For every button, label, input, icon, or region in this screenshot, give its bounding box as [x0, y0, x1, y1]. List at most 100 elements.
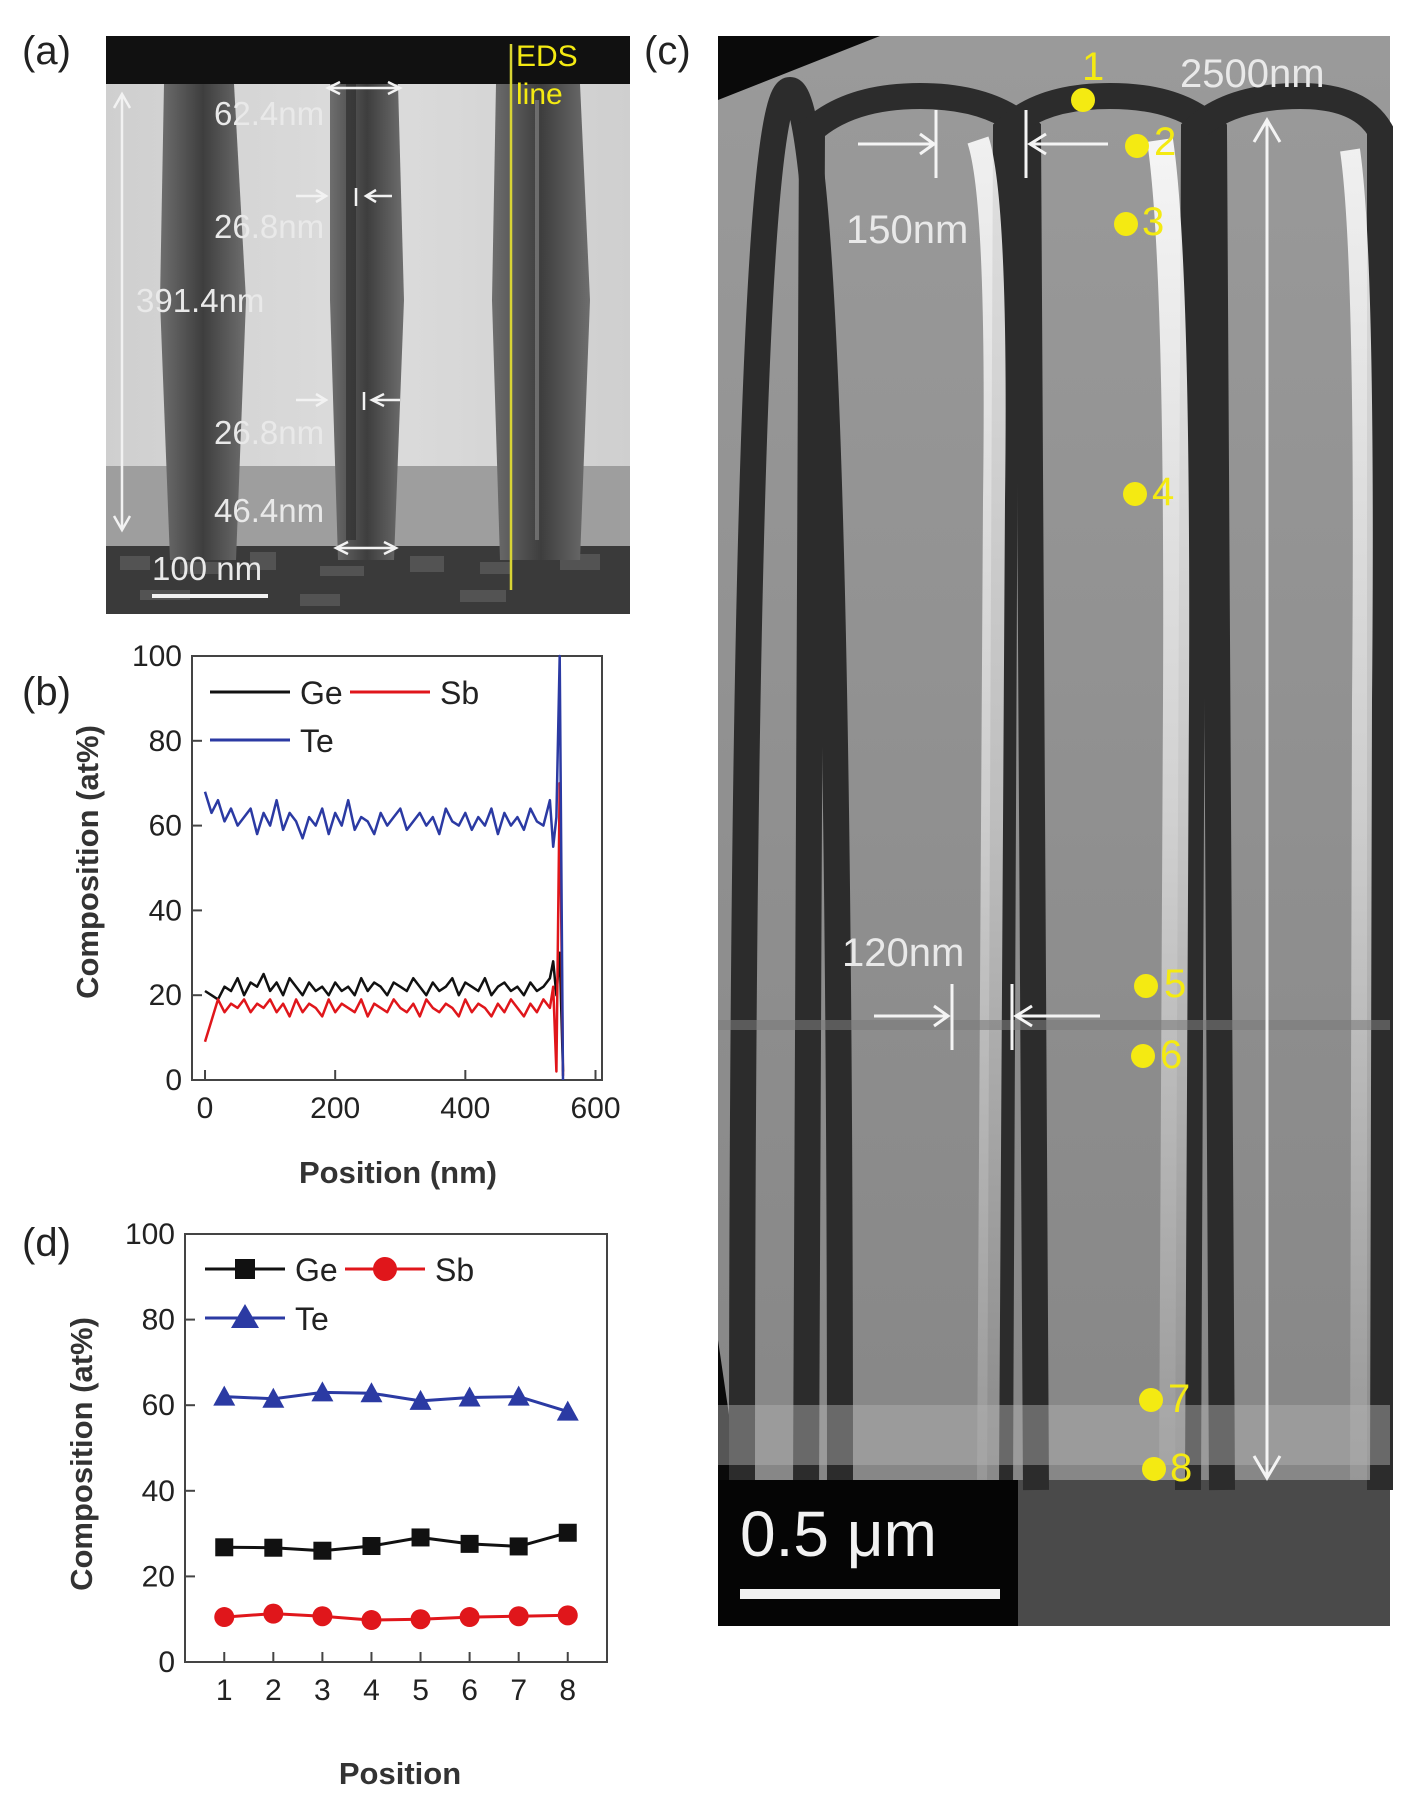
legend-sb-marker	[373, 1257, 397, 1281]
eds-point-8-marker	[1142, 1457, 1166, 1481]
panel-b: (b) Composition (at%) Position (nm) 0 20 4…	[22, 640, 621, 1190]
series-te-point	[262, 1387, 285, 1408]
x-tick-label: 7	[510, 1674, 527, 1707]
panel-c-label: (c)	[644, 29, 691, 73]
panel-b-series	[203, 654, 565, 1081]
x-tick-label: 0	[197, 1092, 214, 1125]
panel-a-image	[106, 36, 630, 614]
panel-a: (a) EDS line	[22, 29, 630, 614]
legend-ge-marker	[235, 1259, 255, 1279]
x-tick-label: 5	[412, 1674, 429, 1707]
eds-points: 1 2 3 4 5 6 7 8	[1071, 45, 1192, 1490]
series-ge-point	[460, 1534, 479, 1553]
dim-26-8nm-top: 26.8nm	[214, 208, 324, 245]
series-sb-point	[459, 1607, 480, 1628]
series-sb-point	[410, 1609, 431, 1630]
legend-sb-label: Sb	[435, 1252, 474, 1288]
series-ge-point	[313, 1541, 332, 1560]
eds-point-7-label: 7	[1168, 1377, 1190, 1421]
series-sb-point	[557, 1605, 578, 1626]
panel-d-label: (d)	[22, 1221, 71, 1265]
x-tick-label: 2	[265, 1674, 282, 1707]
eds-point-3-marker	[1114, 212, 1138, 236]
panel-c-scalebar-label: 0.5 μm	[740, 1498, 937, 1570]
legend-ge-label: Ge	[300, 675, 343, 711]
panel-b-axes: 0 20 40 60 80 100 0 200 400 600	[132, 640, 621, 1125]
series-ge-point	[215, 1538, 234, 1557]
panel-b-label: (b)	[22, 670, 71, 714]
x-tick-label: 6	[461, 1674, 478, 1707]
series-ge-line	[204, 951, 565, 1072]
eds-label: EDS	[516, 40, 578, 73]
y-tick-label: 60	[142, 1389, 175, 1422]
series-te-point	[360, 1382, 383, 1403]
y-tick-label: 40	[149, 894, 182, 927]
series-ge-point	[558, 1523, 577, 1542]
eds-point-4-label: 4	[1152, 470, 1174, 514]
series-te-line	[224, 1390, 569, 1414]
eds-point-5-label: 5	[1164, 962, 1186, 1006]
eds-point-4-marker	[1123, 482, 1147, 506]
y-tick-label: 80	[149, 725, 182, 758]
series-te-point	[458, 1386, 481, 1407]
panel-d-legend: Ge Sb Te	[205, 1252, 474, 1337]
x-tick-label: 1	[216, 1674, 233, 1707]
dim-62-4nm: 62.4nm	[214, 95, 324, 132]
series-ge-point	[411, 1528, 430, 1547]
y-tick-label: 40	[142, 1475, 175, 1508]
dim-391-4nm: 391.4nm	[136, 282, 264, 319]
panel-d-plot-frame	[184, 1233, 608, 1663]
legend-ge-label: Ge	[295, 1252, 338, 1288]
eds-point-2-marker	[1125, 134, 1149, 158]
panel-d-ylabel: Composition (at%)	[64, 1317, 99, 1591]
panel-d-axes: 0 20 40 60 80 100 1 2 3 4 5 6 7 8	[125, 1218, 576, 1707]
panel-d-series	[213, 1381, 579, 1631]
panel-a-scalebar-label: 100 nm	[152, 550, 262, 587]
eds-point-3-label: 3	[1142, 200, 1164, 244]
legend-sb-label: Sb	[440, 675, 479, 711]
panel-a-dimension-arrows	[112, 80, 403, 556]
panel-c-dimension-arrows	[858, 110, 1282, 1481]
series-ge-point	[264, 1538, 283, 1557]
series-sb-point	[508, 1606, 529, 1627]
series-sb-point	[312, 1606, 333, 1627]
eds-point-6-marker	[1131, 1044, 1155, 1068]
series-te-point	[311, 1381, 334, 1402]
dim-26-8nm-bottom: 26.8nm	[214, 414, 324, 451]
panel-a-label: (a)	[22, 29, 71, 73]
y-tick-label: 100	[125, 1218, 175, 1251]
x-tick-label: 4	[363, 1674, 380, 1707]
y-tick-label: 0	[165, 1064, 182, 1097]
x-tick-label: 3	[314, 1674, 331, 1707]
y-tick-label: 20	[142, 1560, 175, 1593]
y-tick-label: 60	[149, 810, 182, 843]
eds-point-6-label: 6	[1160, 1033, 1182, 1077]
series-te-line	[203, 654, 565, 1081]
series-sb-point	[263, 1603, 284, 1624]
series-sb-point	[361, 1610, 382, 1631]
x-tick-label: 200	[310, 1092, 360, 1125]
dim-2500nm: 2500nm	[1180, 52, 1325, 96]
y-tick-label: 0	[158, 1646, 175, 1679]
panel-c-scalebar-box	[718, 1480, 1018, 1626]
eds-point-1-marker	[1071, 88, 1095, 112]
series-ge-point	[509, 1537, 528, 1556]
legend-te-marker	[231, 1304, 259, 1328]
panel-d: (d) Composition (at%) Position 0 20 40 60 80…	[22, 1218, 608, 1791]
eds-point-7-marker	[1139, 1388, 1163, 1412]
panel-b-legend: Ge Sb Te	[210, 675, 479, 759]
x-tick-label: 400	[440, 1092, 490, 1125]
y-tick-label: 100	[132, 640, 182, 673]
x-tick-label: 8	[559, 1674, 576, 1707]
panel-b-ylabel: Composition (at%)	[70, 725, 105, 999]
series-te-point	[507, 1385, 530, 1406]
series-te-point	[409, 1389, 432, 1410]
eds-point-2-label: 2	[1154, 120, 1176, 164]
panel-c-image	[718, 36, 1393, 1626]
eds-point-8-label: 8	[1170, 1446, 1192, 1490]
eds-label-line: line	[516, 78, 563, 111]
eds-point-1-label: 1	[1082, 45, 1104, 89]
dim-150nm: 150nm	[846, 208, 968, 252]
panel-b-xlabel: Position (nm)	[299, 1155, 497, 1190]
